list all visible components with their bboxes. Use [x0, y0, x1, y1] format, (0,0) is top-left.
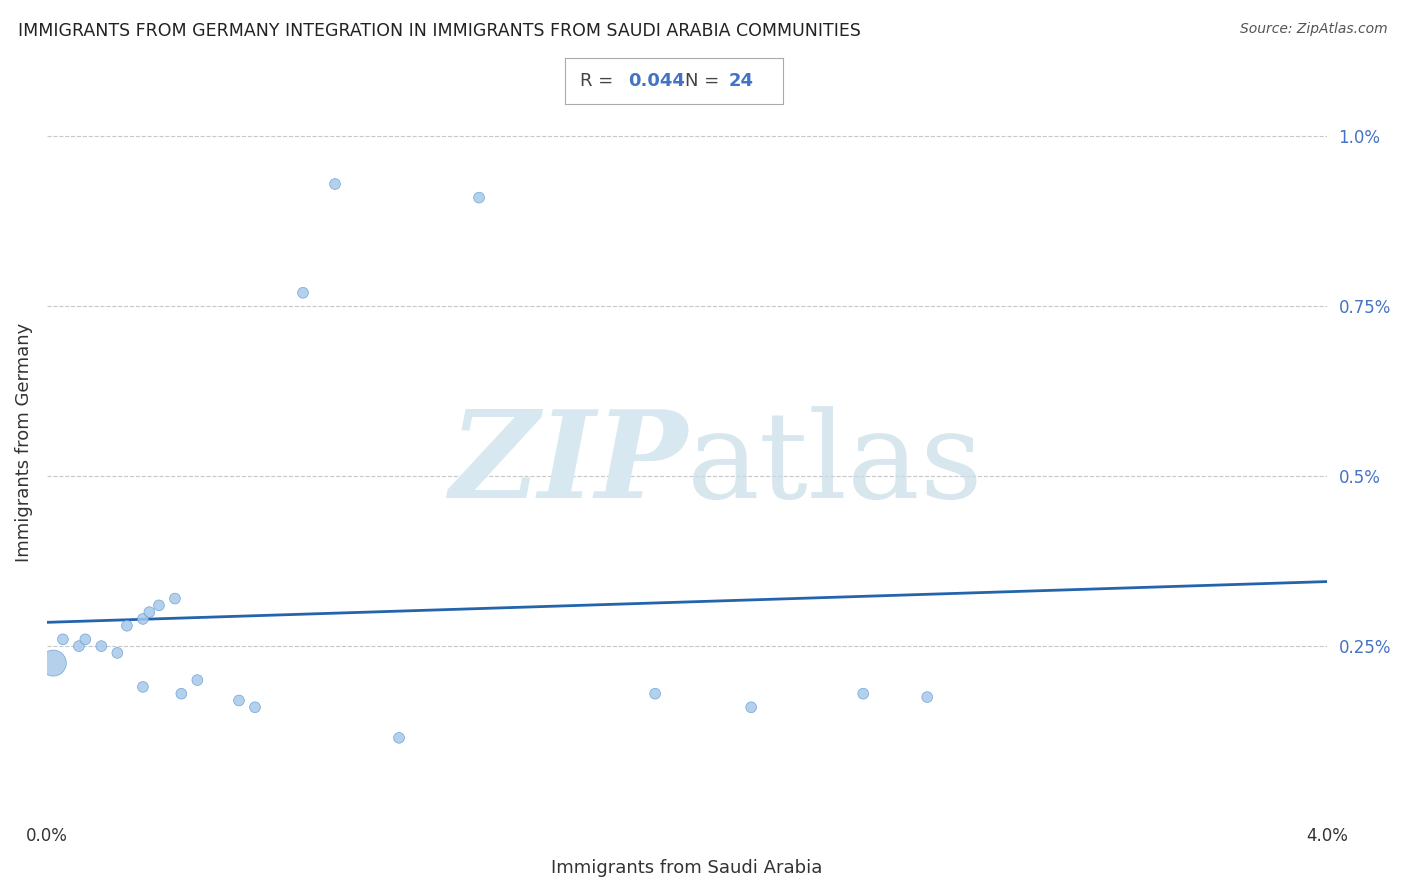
Point: [291, 285, 314, 300]
Point: [138, 605, 160, 619]
Point: [243, 700, 266, 714]
Point: [115, 618, 138, 632]
Text: R =: R =: [581, 72, 619, 90]
Point: [52, 632, 75, 647]
Text: 0.044: 0.044: [628, 72, 685, 90]
Text: Source: ZipAtlas.com: Source: ZipAtlas.com: [1240, 22, 1388, 37]
X-axis label: Immigrants from Saudi Arabia: Immigrants from Saudi Arabia: [551, 859, 823, 877]
Point: [186, 673, 208, 687]
Text: atlas: atlas: [688, 406, 984, 523]
Point: [323, 177, 346, 191]
Point: [644, 687, 666, 701]
Point: [228, 693, 250, 707]
Point: [132, 612, 155, 626]
Point: [852, 687, 875, 701]
Point: [132, 680, 155, 694]
Point: [67, 639, 90, 653]
Point: [468, 191, 491, 205]
Point: [170, 687, 193, 701]
Text: IMMIGRANTS FROM GERMANY INTEGRATION IN IMMIGRANTS FROM SAUDI ARABIA COMMUNITIES: IMMIGRANTS FROM GERMANY INTEGRATION IN I…: [18, 22, 860, 40]
Point: [740, 700, 762, 714]
Text: N =: N =: [685, 72, 724, 90]
Point: [388, 731, 411, 745]
Point: [75, 632, 97, 647]
Text: 24: 24: [728, 72, 754, 90]
Text: ZIP: ZIP: [449, 406, 688, 524]
Point: [163, 591, 186, 606]
Point: [148, 599, 170, 613]
Point: [90, 639, 112, 653]
Y-axis label: Immigrants from Germany: Immigrants from Germany: [15, 323, 32, 562]
Point: [915, 690, 938, 704]
Point: [42, 656, 65, 670]
Point: [105, 646, 128, 660]
